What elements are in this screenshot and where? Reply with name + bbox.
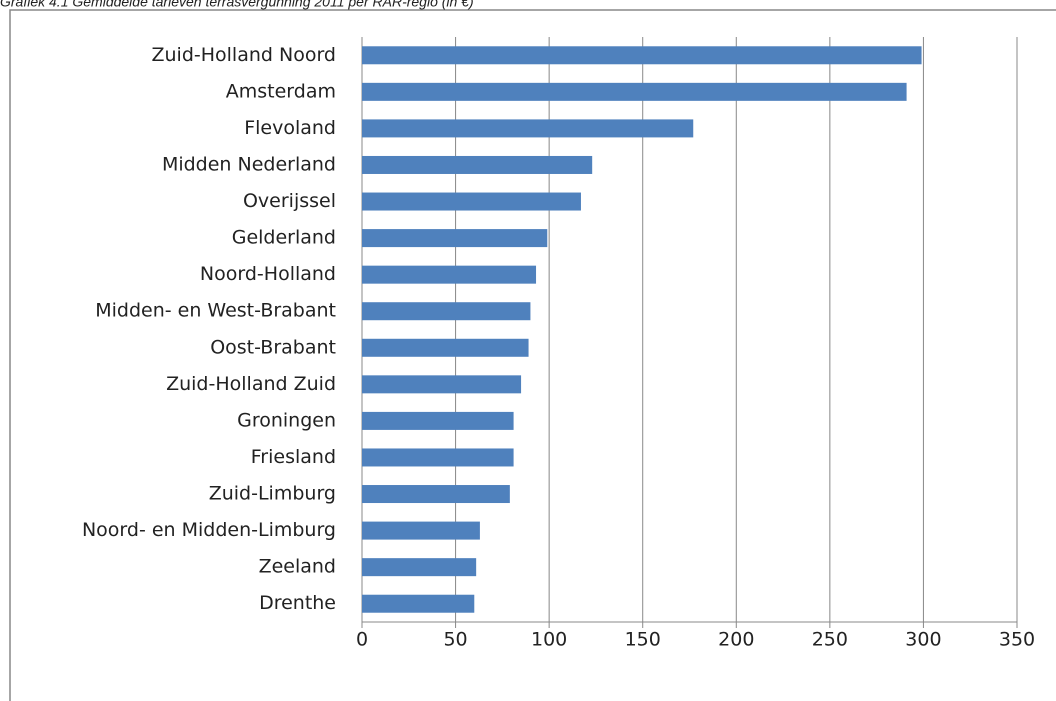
bar [362, 594, 475, 613]
bar [362, 338, 529, 357]
y-tick-label: Zuid-Holland Noord [151, 44, 336, 66]
bar [362, 375, 522, 394]
y-tick-label: Midden- en West-Brabant [95, 300, 336, 322]
y-tick-label: Oost-Brabant [210, 336, 336, 358]
bar [362, 448, 514, 467]
x-tick-label: 150 [625, 629, 661, 651]
y-tick-label: Overijssel [243, 190, 336, 212]
y-tick-label: Flevoland [244, 117, 336, 139]
y-tick-label: Zeeland [259, 556, 336, 578]
y-tick-label: Zuid-Limburg [209, 483, 336, 505]
x-tick-label: 100 [531, 629, 567, 651]
y-tick-label: Friesland [251, 446, 336, 468]
y-tick-label: Zuid-Holland Zuid [166, 373, 336, 395]
bar [362, 521, 480, 540]
bar [362, 192, 581, 211]
x-tick-label: 0 [356, 629, 368, 651]
y-tick-label: Groningen [237, 409, 336, 431]
bar [362, 155, 593, 174]
x-tick-label: 350 [999, 629, 1035, 651]
bar [362, 485, 510, 504]
bar [362, 229, 548, 248]
bar [362, 411, 514, 430]
x-tick-label: 200 [718, 629, 754, 651]
bar [362, 302, 531, 321]
y-tick-label: Midden Nederland [162, 153, 336, 175]
x-tick-label: 250 [812, 629, 848, 651]
bar [362, 265, 537, 284]
chart-frame [9, 9, 1056, 701]
chart-title: Grafiek 4.1 Gemiddelde tarieven terrasve… [0, 0, 474, 10]
y-tick-label: Gelderland [232, 227, 336, 249]
bar [362, 82, 907, 101]
bar [362, 119, 694, 138]
bar [362, 558, 477, 577]
x-tick-label: 50 [443, 629, 467, 651]
x-tick-label: 300 [905, 629, 941, 651]
y-tick-label: Amsterdam [226, 80, 336, 102]
y-tick-label: Drenthe [259, 592, 336, 614]
bar [362, 46, 922, 65]
y-tick-label: Noord- en Midden-Limburg [82, 519, 336, 541]
y-tick-label: Noord-Holland [200, 263, 336, 285]
